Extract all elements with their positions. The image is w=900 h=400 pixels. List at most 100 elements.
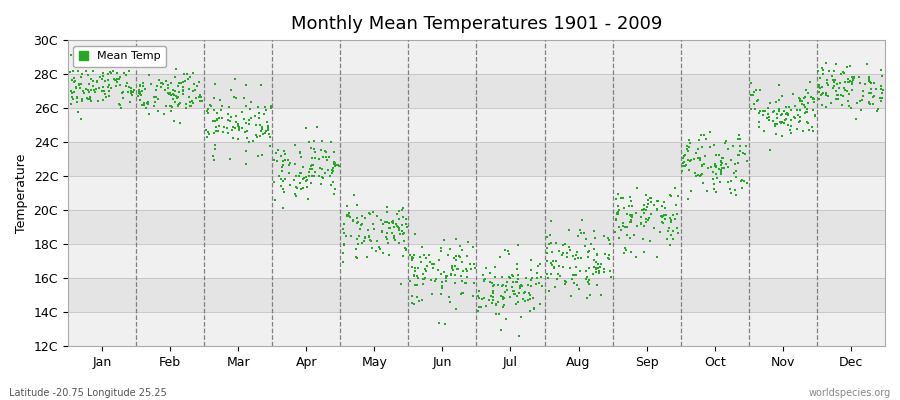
Point [278, 176, 293, 182]
Point [137, 102, 151, 108]
Point [625, 214, 639, 220]
Point [75, 70, 89, 77]
Point [580, 279, 595, 285]
Point [103, 69, 117, 75]
Point [397, 238, 411, 245]
Point [806, 128, 820, 134]
Point [125, 89, 140, 95]
Point [610, 211, 625, 217]
Point [161, 90, 176, 96]
Point [243, 106, 257, 112]
Point [500, 316, 514, 322]
Point [361, 227, 375, 233]
Point [765, 108, 779, 115]
Point [820, 76, 834, 83]
Point [706, 169, 720, 175]
Point [734, 177, 749, 183]
Point [806, 96, 820, 102]
Point [435, 284, 449, 291]
Point [513, 285, 527, 291]
Point [695, 170, 709, 177]
Point [650, 254, 664, 260]
Point [319, 154, 333, 160]
Point [775, 133, 789, 140]
Point [502, 273, 517, 280]
Point [666, 228, 680, 234]
Point [350, 219, 365, 225]
Point [260, 123, 274, 130]
Point [323, 173, 338, 179]
Point [513, 282, 527, 289]
Point [743, 92, 758, 98]
Point [148, 94, 163, 100]
Point [813, 84, 827, 91]
Point [541, 275, 555, 281]
Point [639, 216, 653, 223]
Point [858, 80, 872, 87]
Point [86, 82, 100, 89]
Point [278, 150, 293, 157]
Point [578, 243, 592, 249]
Point [783, 127, 797, 133]
Point [860, 61, 874, 68]
Point [78, 86, 93, 92]
Point [835, 102, 850, 108]
Point [321, 167, 336, 174]
Point [292, 148, 307, 155]
Point [778, 104, 793, 110]
Point [141, 110, 156, 117]
Point [589, 265, 603, 271]
Point [439, 273, 454, 279]
Point [436, 236, 451, 243]
Point [864, 90, 878, 96]
Point [611, 211, 625, 217]
Point [604, 274, 618, 280]
Point [182, 86, 196, 92]
Point [611, 209, 625, 216]
Point [757, 128, 771, 134]
Point [394, 222, 409, 228]
Point [102, 92, 116, 99]
Point [384, 219, 399, 226]
Point [662, 192, 677, 198]
Point [608, 216, 623, 223]
Point [68, 85, 83, 91]
Point [214, 107, 229, 113]
Point [797, 102, 812, 108]
Point [680, 148, 695, 154]
Point [122, 99, 137, 106]
Point [682, 158, 697, 164]
Point [157, 62, 171, 68]
Point [186, 100, 201, 106]
Point [482, 297, 496, 304]
Point [396, 252, 410, 259]
Point [708, 164, 723, 170]
Point [459, 266, 473, 272]
Point [97, 78, 112, 85]
Point [729, 191, 743, 198]
Point [356, 237, 371, 244]
Point [209, 128, 223, 134]
Point [313, 147, 328, 153]
Point [670, 211, 684, 217]
Point [255, 126, 269, 132]
Point [516, 296, 530, 302]
Point [133, 92, 148, 98]
Point [767, 108, 781, 114]
Point [642, 215, 656, 221]
Point [268, 150, 283, 156]
Point [636, 209, 651, 216]
Point [144, 80, 158, 87]
Point [390, 223, 404, 229]
Point [474, 296, 489, 303]
Point [259, 128, 274, 134]
Point [95, 73, 110, 79]
Point [308, 148, 322, 155]
Point [466, 261, 481, 267]
Point [194, 98, 208, 105]
Point [778, 116, 793, 122]
Point [544, 218, 558, 224]
Point [508, 300, 523, 307]
Point [406, 255, 420, 261]
Point [523, 296, 537, 302]
